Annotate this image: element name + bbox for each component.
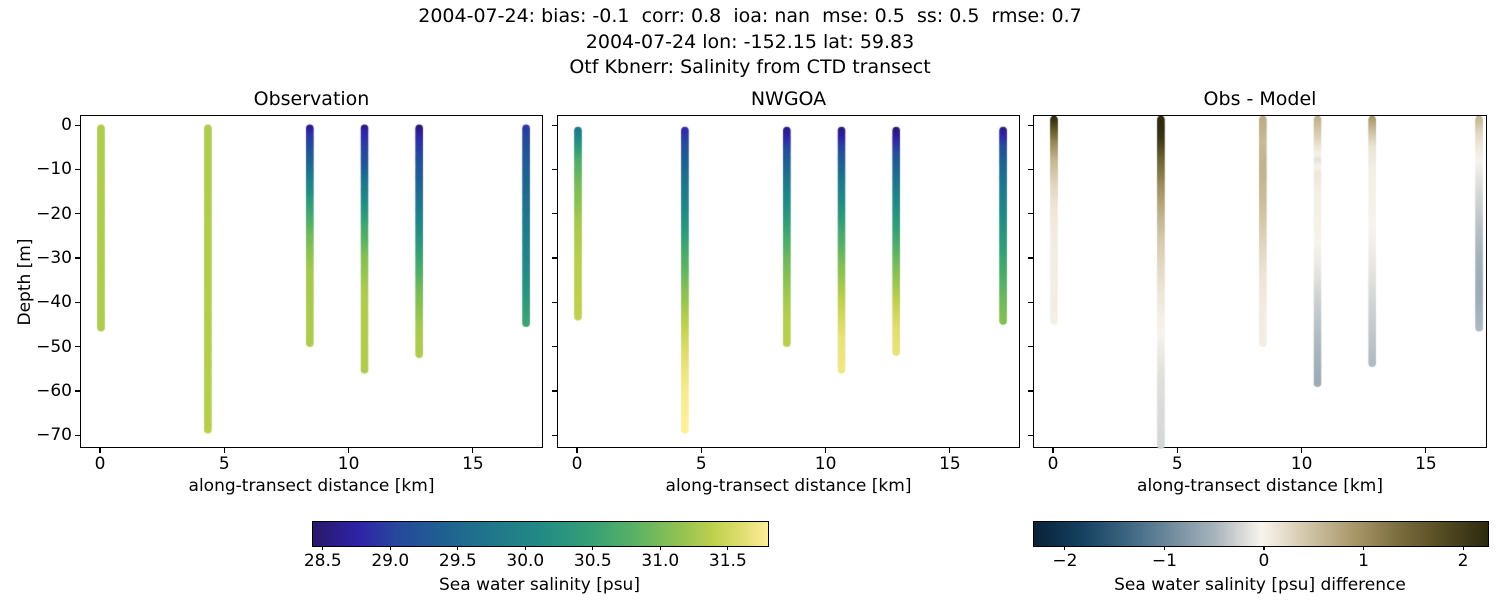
x-axis-label-1: along-transect distance [km] bbox=[188, 476, 435, 496]
x-tick-mark bbox=[99, 448, 101, 453]
y-tick-mark bbox=[552, 301, 557, 303]
y-tick-mark bbox=[1028, 346, 1033, 348]
x-tick-label: 0 bbox=[94, 454, 106, 474]
colorbar-tick-mark bbox=[457, 546, 459, 550]
x-tick-mark bbox=[472, 448, 474, 453]
colorbar-tick-label: 31.5 bbox=[708, 551, 747, 571]
colorbar-tick-label: 29.5 bbox=[438, 551, 477, 571]
x-tick-mark bbox=[949, 448, 951, 453]
colorbar-tick-label: 2 bbox=[1457, 551, 1469, 571]
y-tick-mark bbox=[75, 434, 80, 436]
y-tick-mark bbox=[1028, 168, 1033, 171]
x-tick-label: 10 bbox=[1290, 454, 1313, 474]
obs-model-plot bbox=[1033, 115, 1488, 449]
x-tick-mark bbox=[1425, 448, 1427, 453]
y-tick-mark bbox=[75, 168, 80, 171]
difference-colorbar-label: Sea water salinity [psu] difference bbox=[1114, 575, 1406, 595]
colorbar-tick-mark bbox=[1263, 546, 1265, 550]
colorbar-tick-label: 30.0 bbox=[506, 551, 545, 571]
x-tick-mark bbox=[1176, 448, 1178, 453]
x-tick-mark bbox=[576, 448, 578, 453]
y-tick-mark bbox=[552, 257, 557, 259]
y-tick-label: −60 bbox=[36, 380, 72, 401]
y-tick-mark bbox=[75, 346, 80, 348]
x-tick-label: 15 bbox=[939, 454, 961, 474]
y-tick-label: −40 bbox=[36, 292, 72, 313]
colorbar-tick-label: −2 bbox=[1052, 551, 1078, 571]
y-tick-label: −30 bbox=[36, 248, 72, 269]
x-tick-label: 0 bbox=[1047, 454, 1059, 474]
suptitle-stats: 2004-07-24: bias: -0.1 corr: 0.8 ioa: na… bbox=[418, 5, 1082, 27]
colorbar-tick-mark bbox=[389, 546, 391, 550]
colorbar-tick-mark bbox=[592, 546, 594, 550]
x-tick-mark bbox=[1052, 448, 1054, 453]
difference-colorbar bbox=[1033, 521, 1489, 547]
salinity-colorbar bbox=[312, 521, 769, 547]
colorbar-tick-mark bbox=[524, 546, 526, 550]
y-tick-mark bbox=[1028, 301, 1033, 303]
y-tick-mark bbox=[1028, 124, 1033, 126]
colorbar-tick-mark bbox=[1462, 546, 1464, 550]
y-tick-mark bbox=[1028, 434, 1033, 436]
y-tick-mark bbox=[552, 213, 557, 215]
x-tick-label: 5 bbox=[218, 454, 230, 474]
x-tick-label: 15 bbox=[462, 454, 484, 474]
colorbar-tick-label: 0 bbox=[1258, 551, 1270, 571]
colorbar-tick-label: 30.5 bbox=[573, 551, 612, 571]
x-axis-label-2: along-transect distance [km] bbox=[665, 476, 912, 496]
y-tick-label: −20 bbox=[36, 203, 72, 224]
y-tick-mark bbox=[552, 346, 557, 348]
nwgoa-plot bbox=[557, 115, 1021, 449]
x-tick-mark bbox=[825, 448, 827, 453]
colorbar-tick-label: 28.5 bbox=[303, 551, 342, 571]
colorbar-tick-mark bbox=[659, 546, 661, 550]
panel-title-observation: Observation bbox=[253, 88, 370, 110]
panel-title-obs-model: Obs - Model bbox=[1203, 88, 1317, 110]
panel-title-nwgoa: NWGOA bbox=[750, 88, 827, 110]
colorbar-tick-label: 31.0 bbox=[641, 551, 680, 571]
y-tick-mark bbox=[1028, 257, 1033, 259]
y-tick-label: −50 bbox=[36, 336, 72, 357]
colorbar-tick-mark bbox=[1163, 546, 1165, 550]
y-tick-mark bbox=[75, 124, 80, 126]
colorbar-tick-label: 29.0 bbox=[371, 551, 410, 571]
colorbar-tick-label: −1 bbox=[1151, 551, 1177, 571]
colorbar-tick-mark bbox=[1064, 546, 1066, 550]
x-tick-mark bbox=[223, 448, 225, 453]
x-axis-label-3: along-transect distance [km] bbox=[1137, 476, 1383, 496]
suptitle-location: 2004-07-24 lon: -152.15 lat: 59.83 bbox=[585, 31, 915, 53]
y-tick-mark bbox=[1028, 390, 1033, 392]
x-tick-label: 5 bbox=[1171, 454, 1183, 474]
y-tick-mark bbox=[552, 434, 557, 436]
x-tick-label: 10 bbox=[814, 454, 837, 474]
y-tick-label: 0 bbox=[61, 115, 72, 136]
x-tick-mark bbox=[348, 448, 350, 453]
y-tick-label: −10 bbox=[36, 159, 72, 180]
x-tick-label: 15 bbox=[1415, 454, 1437, 474]
suptitle-dataset: Otf Kbnerr: Salinity from CTD transect bbox=[569, 56, 931, 78]
colorbar-tick-mark bbox=[727, 546, 729, 550]
y-tick-mark bbox=[552, 168, 557, 171]
colorbar-tick-label: 1 bbox=[1358, 551, 1369, 571]
y-tick-mark bbox=[75, 213, 80, 215]
y-tick-mark bbox=[75, 257, 80, 259]
y-tick-mark bbox=[75, 390, 80, 392]
salinity-colorbar-label: Sea water salinity [psu] bbox=[439, 575, 640, 595]
x-tick-label: 10 bbox=[337, 454, 360, 474]
colorbar-tick-mark bbox=[322, 546, 324, 550]
x-tick-label: 0 bbox=[571, 454, 583, 474]
y-tick-mark bbox=[75, 301, 80, 303]
x-tick-label: 5 bbox=[695, 454, 707, 474]
y-tick-mark bbox=[552, 390, 557, 392]
colorbar-tick-mark bbox=[1362, 546, 1365, 550]
observation-plot bbox=[80, 115, 544, 449]
x-tick-mark bbox=[1301, 448, 1303, 453]
y-tick-mark bbox=[1028, 213, 1033, 215]
y-tick-mark bbox=[552, 124, 557, 126]
x-tick-mark bbox=[700, 448, 702, 453]
y-tick-label: −70 bbox=[36, 425, 72, 446]
